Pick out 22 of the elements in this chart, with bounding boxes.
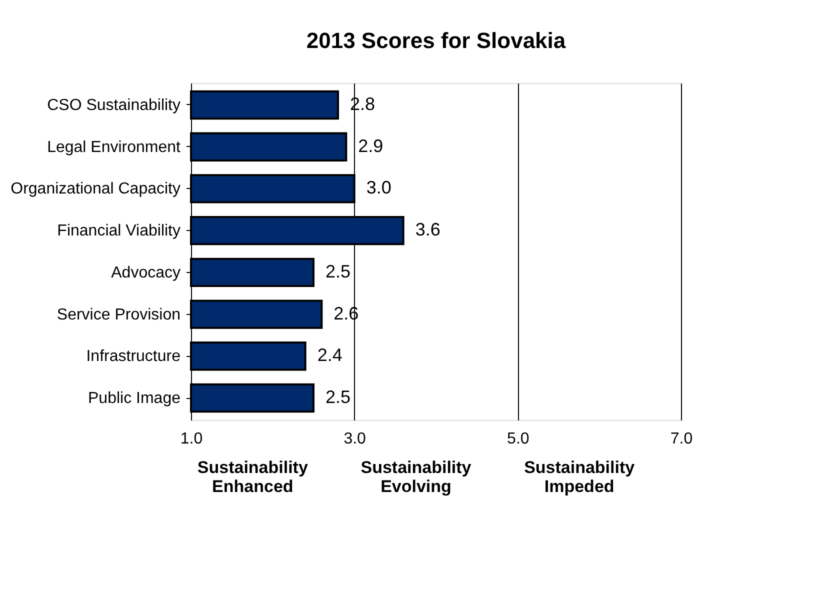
data-label: 3.6 [415,220,440,240]
y-tick-label: Organizational Capacity [10,180,180,198]
text: Sustainability Impeded [524,458,636,496]
chart-title: 2013 Scores for Slovakia [306,28,566,53]
y-tick-label: Public Image [88,390,181,408]
text: Sustainability Enhanced [197,458,308,496]
x-tick-label: 7.0 [670,430,693,448]
data-label: 2.5 [326,261,351,282]
data-label: 2.4 [317,345,342,366]
y-tick-label: Financial Viability [57,222,180,240]
data-label: 2.9 [358,136,384,156]
text: Sustainability Evolving [360,458,472,496]
y-tick-label: Advocacy [111,264,180,282]
x-tick-label: 3.0 [344,430,366,448]
x-tick-label: 5.0 [507,430,530,448]
data-label: 3.0 [366,178,392,198]
y-tick-label: Service Provision [56,306,180,324]
y-tick-label: Infrastructure [86,348,181,366]
y-tick-label: Legal Environment [47,138,182,156]
y-tick-label: CSO Sustainability [47,96,180,114]
x-tick-label: 1.0 [180,430,203,448]
data-label: 2.5 [326,387,351,408]
